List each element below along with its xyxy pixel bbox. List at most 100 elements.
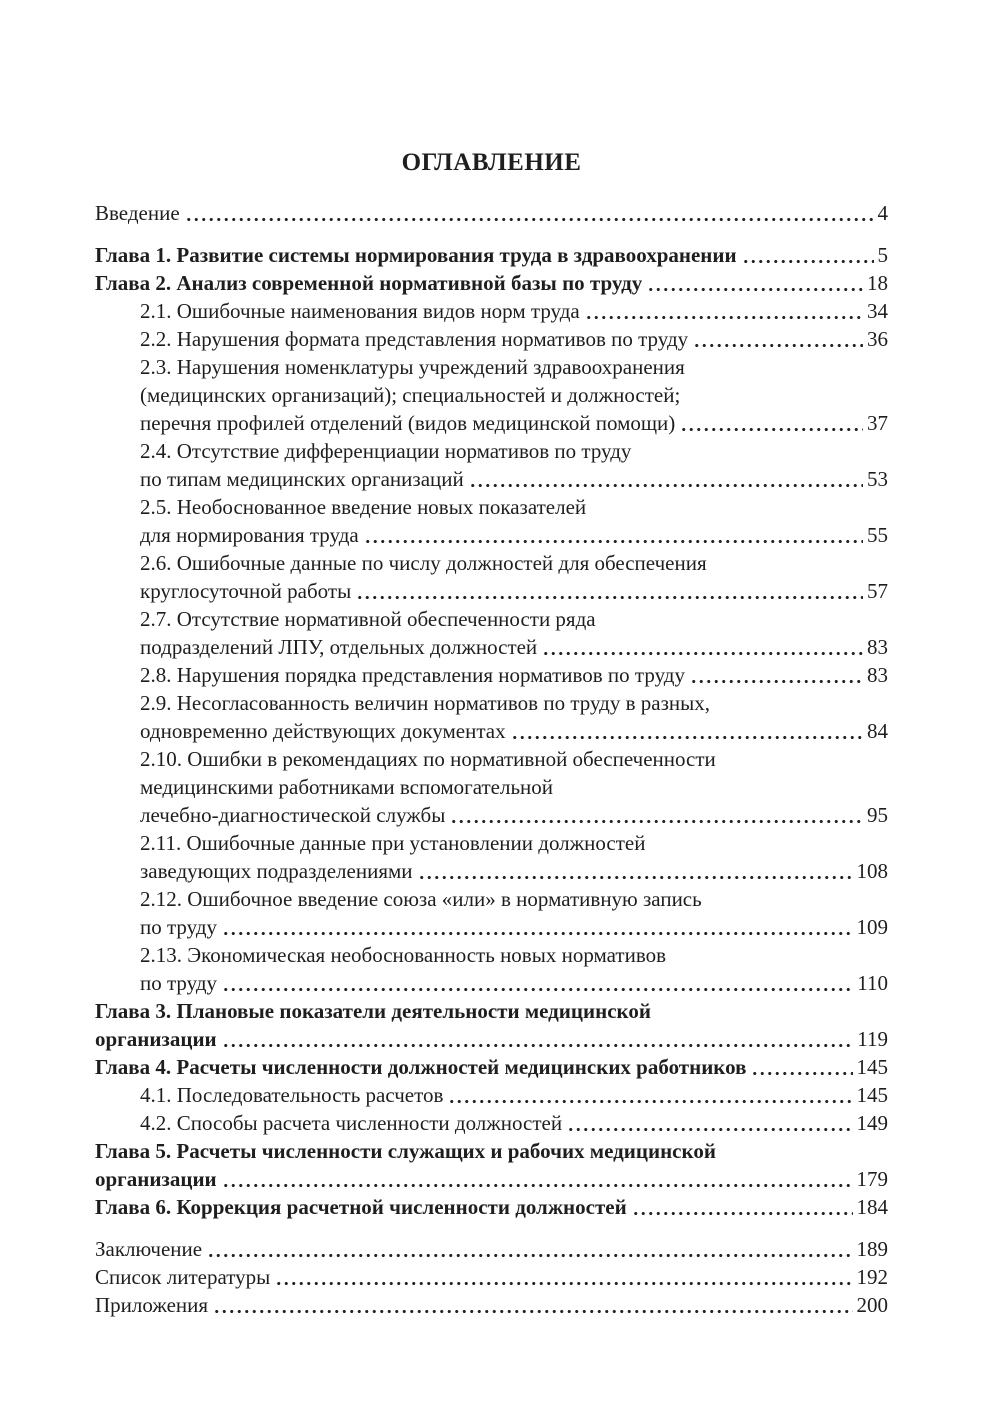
toc-entry-page-number: 18 [867,271,888,295]
toc-entry-text: круглосуточной работы [140,579,352,603]
dot-leader [741,260,874,263]
dot-leader [417,876,853,879]
toc-entry-text: 2.13. Экономическая необоснованность нов… [140,943,667,967]
toc-entry-page-number: 149 [856,1111,889,1135]
dot-leader [468,484,863,487]
toc-entry-text: подразделений ЛПУ, отдельных должностей [140,635,538,659]
toc-list: Введение 4 Глава 1. Развитие системы норми… [95,199,888,1319]
toc-entry-page-number: 119 [857,1027,888,1051]
toc-entry-page-number: 192 [856,1265,889,1289]
toc-entry-line: 2.1. Ошибочные наименования видов норм т… [95,297,888,325]
toc-entry-page-number: 108 [856,859,889,883]
toc-entry-text: лечебно-диагностической службы [140,803,446,827]
toc-section-gap [95,1221,888,1235]
toc-entry-line: 2.10. Ошибки в рекомендациях по норматив… [95,745,888,773]
toc-entry-line: 2.4. Отсутствие дифференциации нормативо… [95,437,888,465]
toc-entry-line: медицинскими работниками вспомогательной [95,773,888,801]
toc-entry-line: Глава 5. Расчеты численности служащих и … [95,1137,888,1165]
dot-leader [448,1100,853,1103]
dot-leader [222,932,853,935]
toc-entry-page-number: 110 [857,971,888,995]
dot-leader [693,344,863,347]
toc-entry-text: Введение [95,201,180,225]
toc-entry-line: Глава 6. Коррекция расчетной численности… [95,1193,888,1221]
dot-leader [213,1310,853,1313]
toc-entry-text: 2.9. Несогласованность величин нормативо… [140,691,710,715]
dot-leader [689,680,863,683]
toc-entry-line: для нормирования труда 55 [95,521,888,549]
toc-entry-page-number: 84 [867,719,888,743]
toc-entry-text: 2.11. Ошибочные данные при установлении … [140,831,646,855]
toc-entry-page-number: 57 [867,579,888,603]
dot-leader [751,1072,853,1075]
toc-entry-text: Заключение [95,1237,203,1261]
toc-entry-text: по типам медицинских организаций [140,467,464,491]
toc-entry-text: перечня профилей отделений (видов медици… [140,411,676,435]
dot-leader [510,736,863,739]
toc-entry-line: одновременно действующих документах 84 [95,717,888,745]
toc-entry-text: организации [95,1167,217,1191]
dot-leader [363,540,863,543]
toc-entry-text: Список литературы [95,1265,271,1289]
toc-entry-line: перечня профилей отделений (видов медици… [95,409,888,437]
toc-entry-page-number: 179 [856,1167,889,1191]
dot-leader [631,1212,853,1215]
toc-entry-line: Глава 1. Развитие системы нормирования т… [95,241,888,269]
toc-entry-text: 2.6. Ошибочные данные по числу должносте… [140,551,707,575]
toc-entry-page-number: 95 [867,803,888,827]
toc-entry-line: подразделений ЛПУ, отдельных должностей 8… [95,633,888,661]
toc-entry-line: по труду 109 [95,913,888,941]
dot-leader [647,288,863,291]
dot-leader [356,596,863,599]
toc-entry-text: для нормирования труда [140,523,359,547]
toc-entry-text: Глава 5. Расчеты численности служащих и … [95,1139,716,1163]
toc-entry-text: 2.7. Отсутствие нормативной обеспеченнос… [140,607,596,631]
toc-entry-line: заведующих подразделениями 108 [95,857,888,885]
toc-entry-line: 2.7. Отсутствие нормативной обеспеченнос… [95,605,888,633]
dot-leader [222,988,854,991]
toc-entry-line: 2.2. Нарушения формата представления нор… [95,325,888,353]
toc-entry-page-number: 36 [867,327,888,351]
toc-entry-text: Приложения [95,1293,209,1317]
toc-entry-text: Глава 6. Коррекция расчетной численности… [95,1195,627,1219]
dot-leader [221,1184,853,1187]
toc-entry-text: 4.2. Способы расчета численности должнос… [140,1111,563,1135]
toc-entry-text: 2.10. Ошибки в рекомендациях по норматив… [140,747,716,771]
toc-entry-text: 2.5. Необоснованное введение новых показ… [140,495,587,519]
toc-entry-page-number: 109 [856,915,889,939]
toc-entry-page-number: 83 [867,663,888,687]
toc-entry-text: 2.12. Ошибочное введение союза «или» в н… [140,887,702,911]
dot-leader [275,1282,853,1285]
toc-entry-page-number: 4 [877,201,889,225]
toc-entry-text: 2.4. Отсутствие дифференциации нормативо… [140,439,632,463]
toc-entry-text: Глава 2. Анализ современной нормативной … [95,271,643,295]
toc-entry-page-number: 189 [856,1237,889,1261]
toc-entry-line: 2.12. Ошибочное введение союза «или» в н… [95,885,888,913]
toc-entry-text: по труду [140,971,218,995]
dot-leader [584,316,863,319]
toc-entry-line: 4.2. Способы расчета численности должнос… [95,1109,888,1137]
dot-leader [567,1128,853,1131]
toc-entry-line: 2.6. Ошибочные данные по числу должносте… [95,549,888,577]
toc-entry-text: заведующих подразделениями [140,859,413,883]
toc-entry-line: Глава 4. Расчеты численности должностей … [95,1053,888,1081]
toc-entry-line: Введение 4 [95,199,888,227]
toc-entry-page-number: 200 [856,1293,889,1317]
toc-entry-line: 2.11. Ошибочные данные при установлении … [95,829,888,857]
toc-entry-text: 2.8. Нарушения порядка представления нор… [140,663,685,687]
dot-leader [542,652,863,655]
toc-entry-line: Заключение 189 [95,1235,888,1263]
toc-entry-text: Глава 4. Расчеты численности должностей … [95,1055,747,1079]
dot-leader [221,1044,854,1047]
toc-section-gap [95,227,888,241]
toc-entry-page-number: 184 [856,1195,889,1219]
toc-entry-page-number: 5 [877,243,889,267]
toc-entry-text: одновременно действующих документах [140,719,506,743]
toc-entry-line: 4.1. Последовательность расчетов 145 [95,1081,888,1109]
toc-entry-page-number: 53 [867,467,888,491]
toc-entry-page-number: 55 [867,523,888,547]
toc-entry-page-number: 34 [867,299,888,323]
toc-entry-line: круглосуточной работы 57 [95,577,888,605]
toc-entry-line: 2.9. Несогласованность величин нормативо… [95,689,888,717]
toc-entry-text: 2.1. Ошибочные наименования видов норм т… [140,299,580,323]
